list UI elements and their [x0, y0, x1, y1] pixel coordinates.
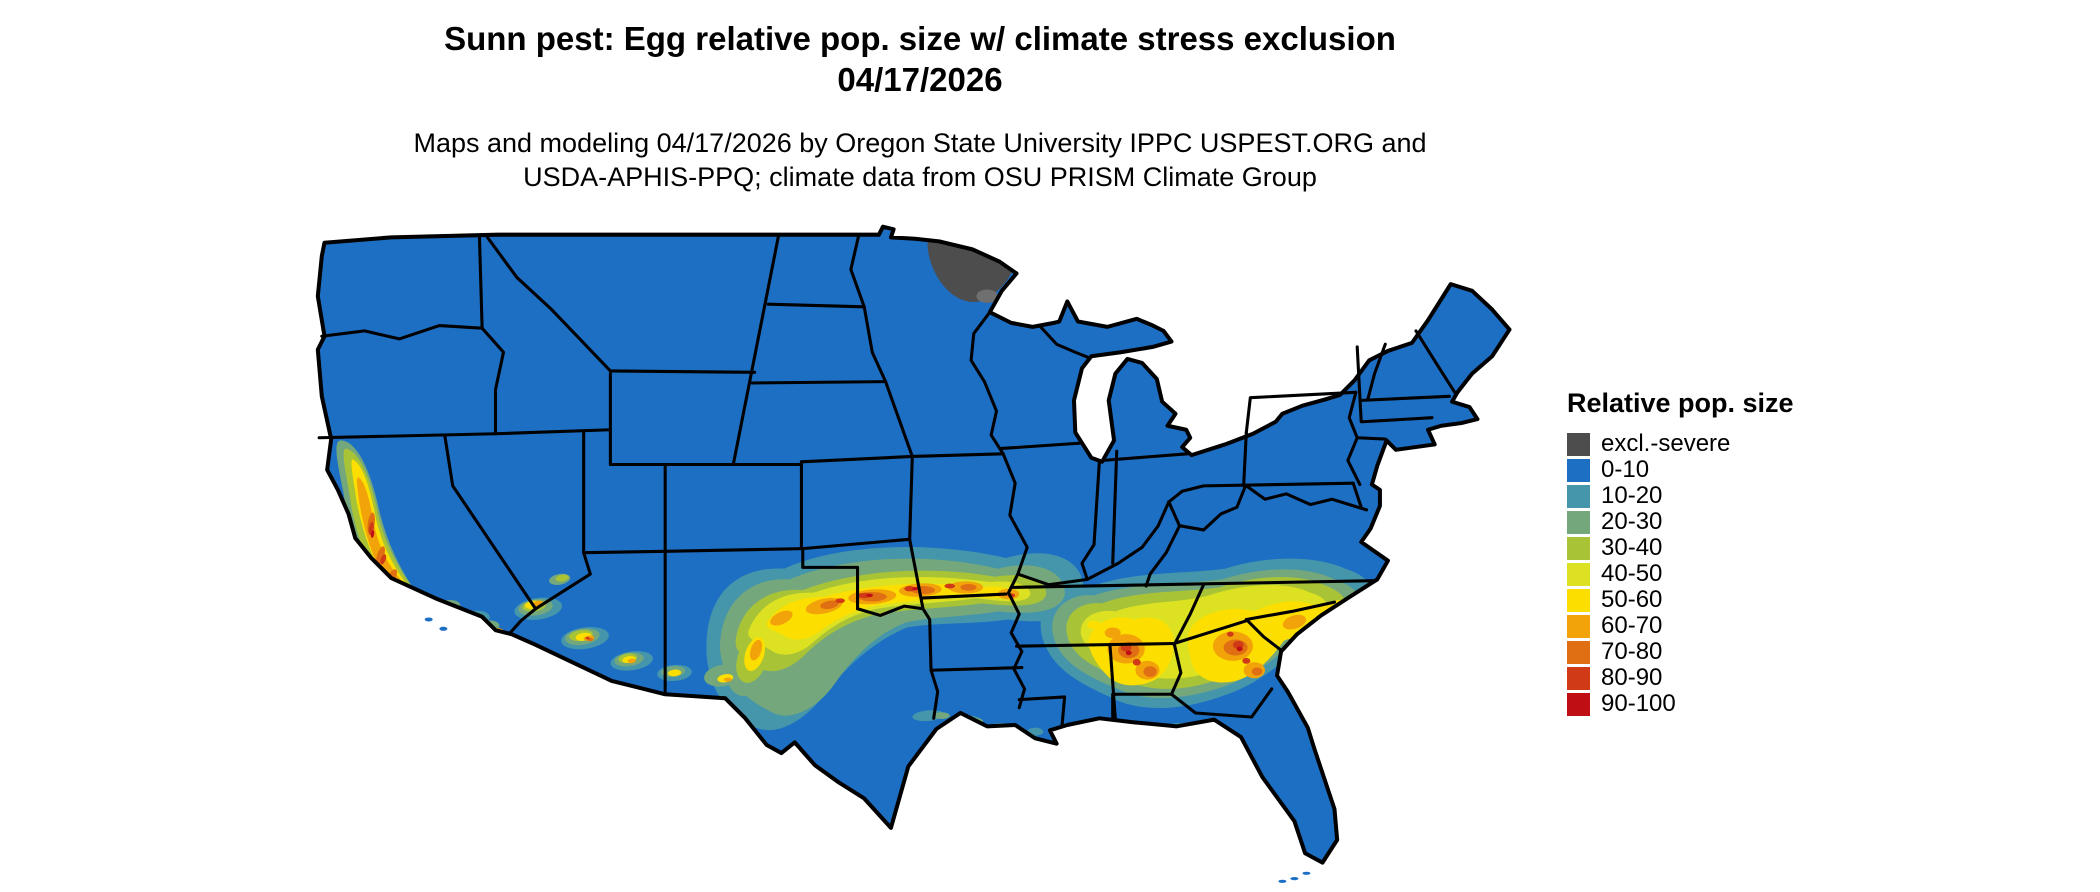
legend-item: 70-80: [1567, 639, 1897, 665]
legend-item: 10-20: [1567, 483, 1897, 509]
map-subtitle-line1: Maps and modeling 04/17/2026 by Oregon S…: [413, 128, 1427, 158]
legend-swatch: [1567, 432, 1590, 456]
legend-item: 60-70: [1567, 613, 1897, 639]
legend-items: excl.-severe 0-10 10-20 20-30 30-40 40-50 50-6…: [1567, 431, 1897, 717]
legend-label: 30-40: [1601, 534, 1663, 561]
legend-item: 0-10: [1567, 457, 1897, 483]
legend-label: 0-10: [1601, 456, 1650, 483]
legend-swatch: [1567, 458, 1590, 482]
legend-label: 20-30: [1601, 508, 1663, 535]
legend-item: 50-60: [1567, 587, 1897, 613]
map-header: Sunn pest: Egg relative pop. size w/ cli…: [0, 18, 1840, 194]
map-title: Sunn pest: Egg relative pop. size w/ cli…: [0, 18, 1840, 100]
legend-item: 80-90: [1567, 665, 1897, 691]
map-subtitle: Maps and modeling 04/17/2026 by Oregon S…: [0, 126, 1840, 194]
legend-swatch: [1567, 640, 1590, 664]
legend-swatch: [1567, 692, 1590, 716]
legend-label: 40-50: [1601, 560, 1663, 587]
legend-swatch: [1567, 562, 1590, 586]
us-conus-map-svg: [308, 224, 1530, 883]
legend-label: 80-90: [1601, 664, 1663, 691]
legend-swatch: [1567, 510, 1590, 534]
legend-item: 20-30: [1567, 509, 1897, 535]
state-borders: [317, 233, 1457, 728]
legend-item: excl.-severe: [1567, 431, 1897, 457]
legend-label: 50-60: [1601, 586, 1663, 613]
legend-swatch: [1567, 536, 1590, 560]
map-title-line1: Sunn pest: Egg relative pop. size w/ cli…: [444, 20, 1396, 57]
map-subtitle-line2: USDA-APHIS-PPQ; climate data from OSU PR…: [523, 162, 1317, 192]
us-map: [308, 224, 1530, 892]
legend-label: 70-80: [1601, 638, 1663, 665]
legend-label: 60-70: [1601, 612, 1663, 639]
legend-label: 10-20: [1601, 482, 1663, 509]
legend-item: 90-100: [1567, 691, 1897, 717]
layer-90-100: [370, 529, 1243, 656]
legend-item: 30-40: [1567, 535, 1897, 561]
offshore-islands: [424, 617, 1311, 883]
legend-title: Relative pop. size: [1567, 388, 1794, 418]
legend-label: excl.-severe: [1601, 430, 1731, 457]
legend-swatch: [1567, 484, 1590, 508]
legend-label: 90-100: [1601, 690, 1676, 717]
legend-swatch: [1567, 588, 1590, 612]
legend-swatch: [1567, 666, 1590, 690]
legend: Relative pop. size excl.-severe 0-10 10-20…: [1567, 388, 1897, 717]
legend-item: 40-50: [1567, 561, 1897, 587]
conus-base: [317, 226, 1510, 863]
map-title-date: 04/17/2026: [837, 61, 1003, 98]
legend-swatch: [1567, 614, 1590, 638]
